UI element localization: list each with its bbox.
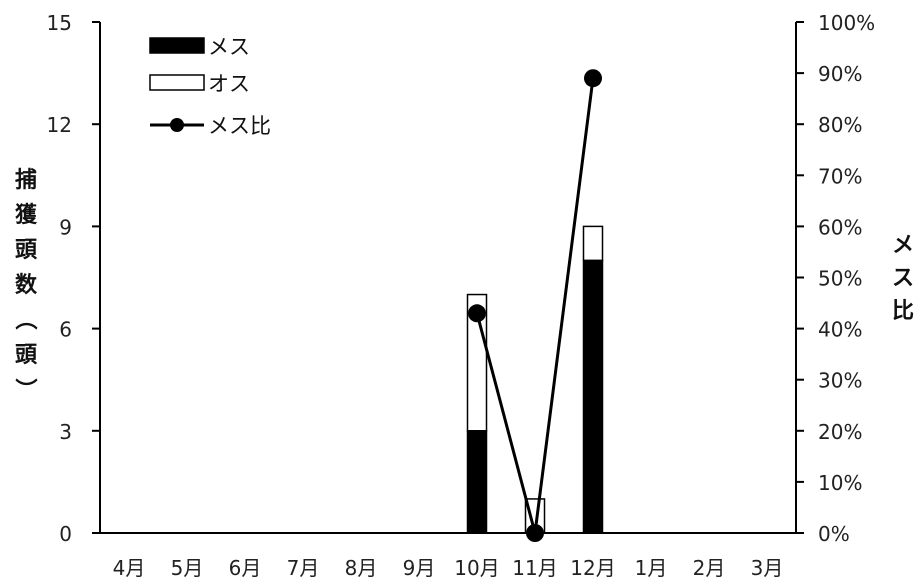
left-y-axis-label-char: （ xyxy=(12,308,37,330)
left-y-axis-label-char: 獲 xyxy=(15,202,38,228)
x-tick-label: 1月 xyxy=(635,556,668,580)
ratio-point xyxy=(584,69,602,88)
legend-swatch-female xyxy=(149,37,205,54)
right-y-tick-label: 80% xyxy=(818,113,862,137)
legend-label-ratio: メス比 xyxy=(208,114,271,138)
x-tick-label: 3月 xyxy=(751,556,784,580)
right-y-axis-label-char: 比 xyxy=(892,299,914,324)
left-y-ticks: 0 3 6 9 12 15 xyxy=(47,11,100,546)
x-tick-label: 10月 xyxy=(454,556,499,580)
right-y-tick-label: 70% xyxy=(818,164,862,188)
left-y-tick-label: 15 xyxy=(47,11,72,35)
right-y-tick-label: 40% xyxy=(818,318,862,342)
bar-male xyxy=(582,225,604,262)
x-tick-label: 8月 xyxy=(345,556,378,580)
x-tick-label: 11月 xyxy=(512,556,557,580)
ratio-line-series xyxy=(468,69,602,542)
x-tick-label: 4月 xyxy=(113,556,146,580)
bar-female xyxy=(582,259,604,534)
right-y-ticks: 0% 10% 20% 30% 40% 50% 60% 70% 80% 90% 100% xyxy=(796,11,875,546)
left-y-tick-label: 12 xyxy=(47,113,72,137)
ratio-point xyxy=(526,524,544,542)
bar-female xyxy=(466,430,488,534)
x-tick-label: 9月 xyxy=(403,556,436,580)
x-tick-label: 6月 xyxy=(229,556,262,580)
right-y-tick-label: 50% xyxy=(818,267,862,291)
left-y-tick-label: 6 xyxy=(59,318,72,342)
legend: メス オス メス比 xyxy=(149,35,271,138)
right-y-tick-label: 100% xyxy=(818,11,875,35)
right-y-tick-label: 30% xyxy=(818,369,862,393)
left-y-axis-label-char: 数 xyxy=(15,272,38,298)
legend-swatch-male xyxy=(149,74,205,91)
right-y-tick-label: 10% xyxy=(818,471,862,495)
left-y-axis-label-char: 頭 xyxy=(15,238,38,263)
legend-label-female: メス xyxy=(208,35,250,59)
ratio-point xyxy=(468,304,486,323)
right-y-tick-label: 0% xyxy=(818,522,850,546)
left-y-tick-label: 9 xyxy=(59,215,72,239)
right-y-axis-label: メス比 xyxy=(892,233,914,324)
x-tick-labels: 4月 5月 6月 7月 8月 9月 10月 11月 12月 1月 2月 3月 xyxy=(113,556,784,580)
x-tick-label: 5月 xyxy=(171,556,204,580)
right-y-tick-label: 60% xyxy=(818,215,862,239)
legend-label-male: オス xyxy=(208,72,250,96)
right-y-axis-label-char: メ xyxy=(892,233,914,258)
x-tick-label: 2月 xyxy=(693,556,726,580)
right-y-tick-label: 20% xyxy=(818,420,862,444)
legend-swatch-ratio-marker xyxy=(170,118,184,132)
bar-series xyxy=(466,225,604,534)
left-y-tick-label: 0 xyxy=(59,522,72,546)
right-y-tick-label: 90% xyxy=(818,62,862,86)
x-tick-label: 7月 xyxy=(287,556,320,580)
left-y-axis-label-char: 捕 xyxy=(15,168,37,193)
left-y-axis-label-char: 頭 xyxy=(15,343,38,368)
left-y-tick-label: 3 xyxy=(59,420,72,444)
ratio-line xyxy=(475,78,595,534)
right-y-axis-label-char: ス xyxy=(892,266,914,291)
left-y-axis-label-char: ） xyxy=(12,378,37,400)
x-tick-label: 12月 xyxy=(570,556,615,580)
